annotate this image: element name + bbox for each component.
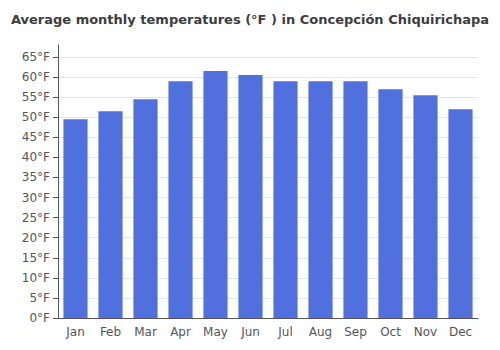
svg-text:Aug: Aug: [309, 325, 332, 339]
svg-text:10°F: 10°F: [22, 271, 50, 285]
svg-text:65°F: 65°F: [22, 50, 50, 64]
svg-text:60°F: 60°F: [22, 70, 50, 84]
svg-text:25°F: 25°F: [22, 211, 50, 225]
svg-text:Jan: Jan: [65, 325, 85, 339]
svg-text:Feb: Feb: [100, 325, 121, 339]
svg-text:15°F: 15°F: [22, 251, 50, 265]
svg-text:May: May: [203, 325, 228, 339]
svg-text:45°F: 45°F: [22, 130, 50, 144]
svg-text:Apr: Apr: [170, 325, 191, 339]
svg-text:Average monthly temperatures (: Average monthly temperatures (°F ) in Co…: [11, 12, 489, 27]
svg-text:5°F: 5°F: [29, 291, 50, 305]
svg-text:40°F: 40°F: [22, 150, 50, 164]
svg-text:Jul: Jul: [277, 325, 292, 339]
svg-text:Mar: Mar: [134, 325, 157, 339]
svg-text:20°F: 20°F: [22, 231, 50, 245]
svg-text:35°F: 35°F: [22, 170, 50, 184]
svg-text:30°F: 30°F: [22, 191, 50, 205]
svg-text:Dec: Dec: [449, 325, 472, 339]
svg-text:0°F: 0°F: [29, 311, 50, 325]
svg-text:Jun: Jun: [240, 325, 260, 339]
svg-text:55°F: 55°F: [22, 90, 50, 104]
svg-text:Sep: Sep: [344, 325, 367, 339]
svg-text:Nov: Nov: [414, 325, 437, 339]
svg-text:Oct: Oct: [380, 325, 401, 339]
svg-text:50°F: 50°F: [22, 110, 50, 124]
